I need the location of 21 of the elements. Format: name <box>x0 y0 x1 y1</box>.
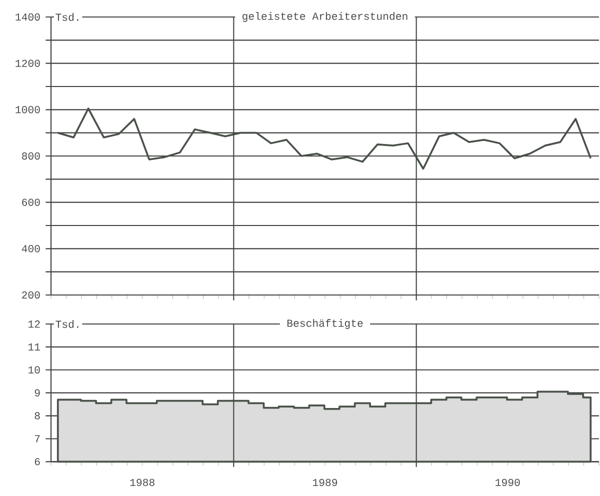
x-tick-label: 1988 <box>130 478 154 486</box>
y-tick-label: 1400 <box>16 13 40 21</box>
chart-title: geleistete Arbeiterstunden <box>242 12 408 22</box>
y-tick-label: 9 <box>34 389 40 396</box>
y-tick-label: 6 <box>34 458 40 466</box>
y-tick-label: 11 <box>28 343 40 350</box>
y-tick-label: 7 <box>34 435 40 442</box>
y-tick-label: 10 <box>28 366 40 374</box>
y-axis-title: Tsd. <box>56 13 78 21</box>
y-tick-label: 400 <box>22 245 40 252</box>
y-tick-label: 12 <box>28 320 40 328</box>
y-axis-title: Tsd. <box>56 320 78 328</box>
y-tick-label: 600 <box>22 198 40 206</box>
y-tick-label: 1200 <box>16 60 40 67</box>
y-tick-label: 8 <box>34 412 40 420</box>
x-tick-label: 1989 <box>312 478 338 486</box>
y-tick-label: 200 <box>22 291 40 299</box>
y-tick-label: 1000 <box>16 106 40 114</box>
chart-title: Beschäftigte <box>287 319 363 329</box>
y-tick-label: 800 <box>22 152 40 160</box>
x-tick-label: 1990 <box>496 478 520 486</box>
